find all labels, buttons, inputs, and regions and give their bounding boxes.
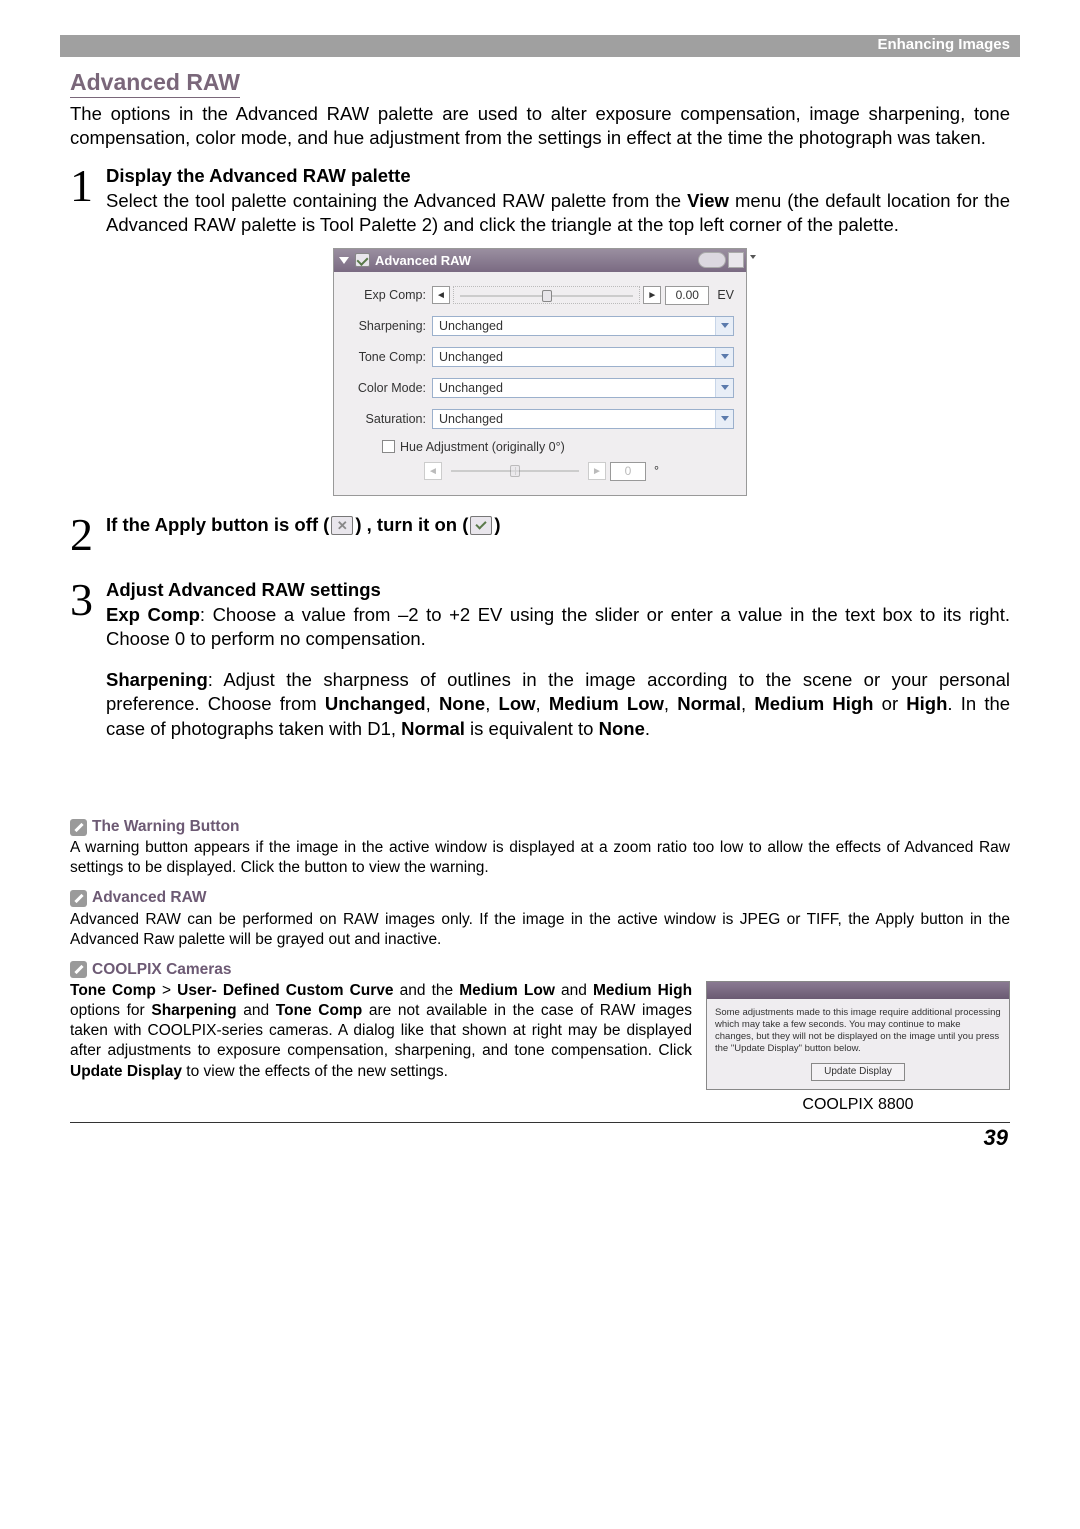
- saturation-row: Saturation: Unchanged: [346, 409, 734, 429]
- page-number: 39: [0, 1123, 1080, 1191]
- palette-title: Advanced RAW: [375, 253, 471, 268]
- header-bar: Enhancing Images: [60, 35, 1020, 57]
- chevron-down-icon: [715, 379, 733, 397]
- palette-menu-icon[interactable]: [750, 255, 756, 259]
- step-number: 1: [70, 165, 106, 238]
- exp-value-field[interactable]: 0.00: [665, 286, 709, 305]
- apply-off-icon: ✕: [331, 516, 353, 535]
- exp-unit: EV: [717, 288, 734, 302]
- palette-state-button[interactable]: [698, 252, 726, 268]
- step-1-heading: Display the Advanced RAW palette: [106, 165, 1010, 187]
- pencil-icon: [70, 819, 87, 836]
- apply-checkbox-icon[interactable]: [355, 253, 370, 267]
- exp-comp-label: Exp Comp:: [346, 288, 432, 302]
- step-3-heading: Adjust Advanced RAW settings: [106, 579, 1010, 601]
- chevron-down-icon: [715, 348, 733, 366]
- saturation-dropdown[interactable]: Unchanged: [432, 409, 734, 429]
- step-2: 2 If the Apply button is off (✕) , turn …: [70, 514, 1010, 555]
- dialog-caption: COOLPIX 8800: [706, 1095, 1010, 1116]
- color-mode-row: Color Mode: Unchanged: [346, 378, 734, 398]
- color-mode-dropdown[interactable]: Unchanged: [432, 378, 734, 398]
- pencil-icon: [70, 890, 87, 907]
- intro-text: The options in the Advanced RAW palette …: [70, 102, 1010, 151]
- update-dialog: Some adjustments made to this image requ…: [706, 981, 1010, 1116]
- exp-comp-para: Exp Comp: Choose a value from –2 to +2 E…: [106, 603, 1010, 652]
- note-advanced-text: Advanced RAW can be performed on RAW ima…: [70, 910, 1010, 950]
- exp-slider[interactable]: [453, 286, 640, 304]
- exp-right-button[interactable]: ►: [643, 286, 661, 304]
- hue-slider-row: ◄ ► 0 °: [346, 462, 734, 481]
- note-advanced-title: Advanced RAW: [92, 888, 207, 908]
- hue-left-button: ◄: [424, 462, 442, 480]
- hue-label: Hue Adjustment (originally 0°): [400, 440, 565, 454]
- step-number: 3: [70, 579, 106, 757]
- note-warning-header: The Warning Button: [70, 817, 1010, 837]
- sharpening-para: Sharpening: Adjust the sharpness of outl…: [106, 668, 1010, 741]
- sharpening-dropdown[interactable]: Unchanged: [432, 316, 734, 336]
- exp-left-button[interactable]: ◄: [432, 286, 450, 304]
- step-1-text: Select the tool palette containing the A…: [106, 189, 1010, 238]
- dialog-titlebar: [707, 982, 1009, 999]
- hue-slider: [445, 462, 585, 480]
- note-advanced-header: Advanced RAW: [70, 888, 1010, 908]
- hue-value-field: 0: [610, 462, 646, 481]
- note-coolpix-text: Tone Comp > User- Defined Custom Curve a…: [70, 981, 692, 1082]
- chevron-down-icon: [715, 317, 733, 335]
- hue-unit: °: [654, 464, 659, 478]
- color-mode-label: Color Mode:: [346, 381, 432, 395]
- tone-comp-label: Tone Comp:: [346, 350, 432, 364]
- hue-checkbox-row: Hue Adjustment (originally 0°): [346, 440, 734, 454]
- pencil-icon: [70, 961, 87, 978]
- step-1: 1 Display the Advanced RAW palette Selec…: [70, 165, 1010, 238]
- palette-header: Advanced RAW: [334, 249, 746, 272]
- note-coolpix-header: COOLPIX Cameras: [70, 960, 1010, 980]
- update-display-button[interactable]: Update Display: [811, 1063, 905, 1082]
- collapse-triangle-icon[interactable]: [339, 257, 349, 264]
- saturation-label: Saturation:: [346, 412, 432, 426]
- chevron-down-icon: [715, 410, 733, 428]
- sharpening-row: Sharpening: Unchanged: [346, 316, 734, 336]
- sharpening-label: Sharpening:: [346, 319, 432, 333]
- advanced-raw-palette: Advanced RAW Exp Comp: ◄ ►: [333, 248, 747, 496]
- apply-on-icon: [470, 516, 492, 535]
- header-section-label: Enhancing Images: [877, 36, 1010, 53]
- hue-right-button: ►: [588, 462, 606, 480]
- tone-comp-dropdown[interactable]: Unchanged: [432, 347, 734, 367]
- note-warning-text: A warning button appears if the image in…: [70, 838, 1010, 878]
- step-2-heading: If the Apply button is off (✕) , turn it…: [106, 514, 1010, 536]
- dialog-text: Some adjustments made to this image requ…: [715, 1007, 1001, 1055]
- palette-page-icon[interactable]: [728, 252, 744, 268]
- note-coolpix-title: COOLPIX Cameras: [92, 960, 232, 980]
- tone-comp-row: Tone Comp: Unchanged: [346, 347, 734, 367]
- note-warning-title: The Warning Button: [92, 817, 240, 837]
- step-3: 3 Adjust Advanced RAW settings Exp Comp:…: [70, 579, 1010, 757]
- step-number: 2: [70, 514, 106, 555]
- exp-comp-row: Exp Comp: ◄ ► 0.00 EV: [346, 286, 734, 305]
- hue-checkbox[interactable]: [382, 440, 395, 453]
- section-title: Advanced RAW: [70, 69, 240, 98]
